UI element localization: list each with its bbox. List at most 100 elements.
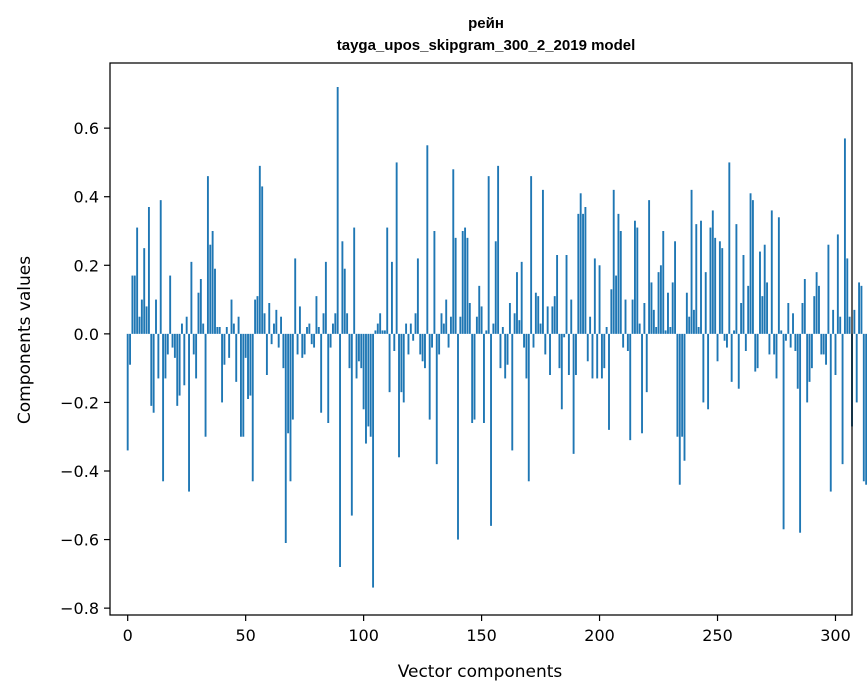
- bar: [336, 87, 339, 334]
- bar: [357, 333, 360, 362]
- bar: [676, 333, 679, 437]
- y-tick-label: −0.2: [60, 393, 99, 412]
- bar: [346, 313, 349, 334]
- bar: [516, 272, 518, 334]
- bar: [452, 169, 455, 334]
- bar: [376, 323, 379, 334]
- bar: [360, 333, 363, 369]
- bar: [841, 333, 844, 465]
- bar: [641, 333, 643, 434]
- bar: [756, 333, 759, 369]
- bar: [810, 333, 813, 369]
- bar: [829, 333, 832, 492]
- bar: [832, 309, 835, 334]
- bar: [445, 299, 448, 334]
- bar: [280, 316, 282, 334]
- bar: [244, 333, 247, 358]
- bar: [164, 333, 167, 379]
- bar: [818, 285, 820, 334]
- bar: [390, 261, 393, 334]
- bar: [749, 193, 752, 334]
- bar: [775, 333, 778, 379]
- bar: [846, 258, 849, 334]
- bar: [426, 145, 429, 334]
- bar: [284, 333, 287, 543]
- bar: [796, 333, 799, 389]
- bar: [386, 227, 389, 334]
- bar: [662, 231, 665, 334]
- bar: [440, 313, 443, 334]
- bars: [126, 87, 867, 588]
- bar: [332, 323, 334, 334]
- bar: [789, 333, 792, 348]
- bar: [773, 333, 776, 355]
- bar: [310, 333, 313, 345]
- bar: [263, 313, 266, 334]
- bar: [619, 231, 622, 334]
- bar: [570, 299, 573, 334]
- bar: [608, 333, 610, 430]
- bar: [289, 333, 292, 482]
- bar: [240, 333, 242, 437]
- bar: [558, 333, 561, 369]
- y-tick-label: 0.2: [74, 256, 99, 275]
- bar: [834, 333, 837, 375]
- bar: [780, 330, 783, 334]
- bar: [777, 217, 780, 334]
- bar: [556, 255, 559, 334]
- chart-subtitle: tayga_upos_skipgram_300_2_2019 model: [337, 37, 636, 54]
- bar: [176, 333, 179, 406]
- bar: [209, 244, 212, 334]
- bar: [405, 323, 408, 334]
- bar: [374, 330, 377, 334]
- bar: [152, 333, 155, 413]
- bar: [792, 313, 794, 334]
- bar: [799, 333, 802, 533]
- bar: [591, 333, 594, 379]
- bar: [409, 323, 412, 334]
- y-tick-label: −0.8: [60, 599, 99, 618]
- y-tick-label: 0.4: [74, 188, 99, 207]
- bar: [251, 333, 254, 482]
- bar: [575, 333, 577, 375]
- bar: [534, 292, 537, 334]
- bar: [634, 220, 636, 334]
- bar: [718, 241, 721, 334]
- bar: [702, 333, 705, 403]
- bar: [303, 333, 306, 355]
- bar: [256, 296, 259, 334]
- bar: [221, 333, 224, 403]
- bar: [761, 296, 764, 334]
- x-tick-label: 300: [820, 626, 851, 645]
- bar: [395, 162, 398, 334]
- bar: [822, 333, 825, 355]
- bar: [490, 333, 492, 526]
- bar: [355, 333, 358, 379]
- bar: [751, 200, 754, 334]
- bar: [742, 255, 745, 334]
- bar: [855, 333, 858, 403]
- bar: [492, 323, 495, 334]
- bar: [315, 296, 318, 334]
- bar: [317, 327, 320, 334]
- bar: [183, 333, 186, 386]
- bar: [204, 333, 207, 437]
- x-axis: 0 50 100 150 200 250 300: [123, 615, 851, 645]
- bar: [839, 316, 842, 334]
- bar: [544, 333, 547, 355]
- bar: [424, 333, 426, 369]
- bar: [527, 333, 530, 482]
- bar: [610, 289, 613, 334]
- bar: [652, 309, 655, 334]
- bar: [438, 333, 441, 355]
- bar: [520, 261, 523, 334]
- bar: [270, 333, 273, 345]
- bar: [296, 333, 299, 355]
- bar: [499, 333, 502, 369]
- bar: [173, 333, 176, 358]
- bar: [478, 285, 481, 334]
- bar: [697, 327, 700, 334]
- bar: [615, 275, 618, 334]
- bar: [322, 313, 325, 334]
- bar: [723, 333, 726, 341]
